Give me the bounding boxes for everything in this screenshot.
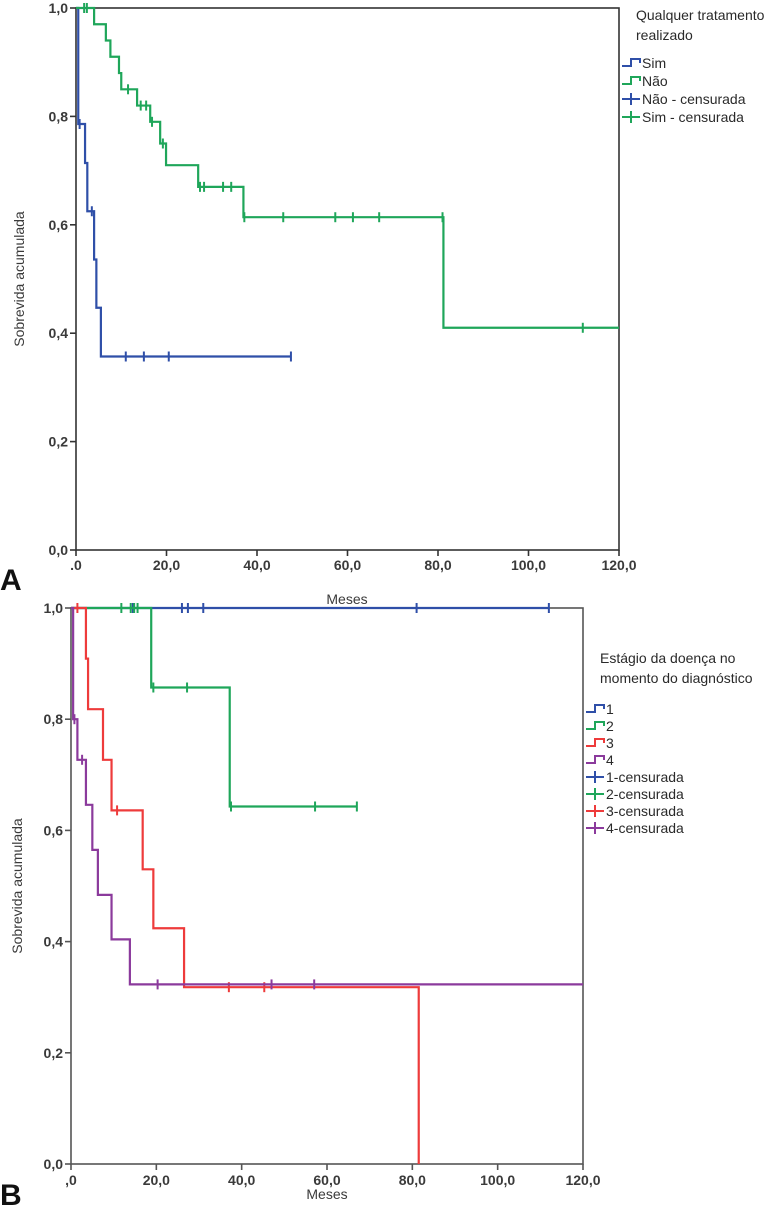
y-tick-label: 0,2: [44, 1045, 64, 1061]
survival-curve-n-o: [76, 6, 619, 329]
legend-title: Qualquer tratamento: [636, 7, 765, 23]
y-tick-label: 0,8: [49, 108, 69, 124]
chart-a: 0,0 0,2 0,4 0,6 0,8 1,0 .0 20,0 40,0 60,0 80,0 100…: [0, 0, 765, 607]
y-tick-label: 0,4: [44, 934, 64, 950]
legend-entry: 4-censurada: [606, 820, 684, 836]
legend-title: realizado: [636, 27, 693, 43]
survival-curve-3: [71, 606, 420, 1164]
x-tick-label: .0: [70, 557, 82, 573]
legend-entry: 3: [606, 735, 614, 751]
x-tick-label: 20,0: [153, 557, 180, 573]
chart-a-legend: Qualquer tratamento realizado Sim Não Não - …: [622, 7, 765, 125]
chart-a-xlabel: Meses: [326, 591, 367, 607]
legend-entry: Sim: [642, 55, 666, 71]
chart-b-series: [71, 603, 583, 1164]
chart-b-x-ticks: ,0 20,0 40,0 60,0 80,0 100,0 120,0: [65, 1164, 601, 1188]
y-tick-label: 0,6: [49, 217, 69, 233]
legend-step-icon: [622, 76, 641, 85]
y-tick-label: 0,4: [49, 325, 69, 341]
y-tick-label: 0,0: [49, 542, 69, 558]
chart-b-frame: [70, 607, 584, 1165]
legend-entry: Sim - censurada: [642, 109, 744, 125]
legend-title: momento do diagnóstico: [600, 670, 753, 686]
legend-entry: 3-censurada: [606, 803, 684, 819]
x-tick-label: 120,0: [565, 1172, 600, 1188]
chart-b: 0,0 0,2 0,4 0,6 0,8 1,0 ,0 20,0 40,0 60,0 80,0 100…: [0, 600, 753, 1207]
legend-entry: 2-censurada: [606, 786, 684, 802]
y-tick-label: 0,0: [44, 1156, 64, 1172]
x-tick-label: 60,0: [334, 557, 361, 573]
chart-b-xlabel: Meses: [306, 1186, 347, 1202]
chart-a-frame: [75, 7, 620, 551]
chart-a-ylabel: Sobrevida acumulada: [11, 211, 27, 347]
chart-a-x-ticks: .0 20,0 40,0 60,0 80,0 100,0 120,0: [70, 550, 637, 573]
legend-entry: Não: [642, 73, 668, 89]
chart-a-y-ticks: 0,0 0,2 0,4 0,6 0,8 1,0: [49, 0, 76, 558]
y-tick-label: 0,2: [49, 434, 69, 450]
legend-step-icon: [586, 738, 605, 747]
x-tick-label: ,0: [65, 1172, 77, 1188]
y-tick-label: 1,0: [44, 600, 64, 616]
chart-b-legend: Estágio da doença no momento do diagnósti…: [586, 650, 753, 836]
x-tick-label: 80,0: [424, 557, 451, 573]
x-tick-label: 80,0: [399, 1172, 426, 1188]
legend-entry: Não - censurada: [642, 91, 746, 107]
chart-b-ylabel: Sobrevida acumulada: [9, 818, 25, 954]
x-tick-label: 100,0: [511, 557, 546, 573]
y-tick-label: 1,0: [49, 0, 69, 16]
chart-b-panel-label: B: [0, 1179, 22, 1207]
chart-a-series: [76, 3, 619, 362]
survival-curve-2: [71, 606, 357, 808]
x-tick-label: 40,0: [243, 557, 270, 573]
y-tick-label: 0,8: [44, 711, 64, 727]
legend-entry: 1-censurada: [606, 769, 684, 785]
chart-b-y-ticks: 0,0 0,2 0,4 0,6 0,8 1,0: [44, 600, 71, 1172]
legend-step-icon: [586, 721, 605, 730]
legend-entry: 1: [606, 701, 614, 717]
x-tick-label: 40,0: [228, 1172, 255, 1188]
survival-curve-4: [71, 606, 583, 986]
x-tick-label: 20,0: [143, 1172, 170, 1188]
survival-curve-sim: [76, 6, 291, 358]
y-tick-label: 0,6: [44, 822, 64, 838]
chart-a-panel-label: A: [0, 564, 22, 597]
legend-entry: 4: [606, 752, 614, 768]
legend-step-icon: [586, 755, 605, 764]
legend-entry: 2: [606, 718, 614, 734]
legend-step-icon: [622, 58, 641, 67]
x-tick-label: 120,0: [601, 557, 636, 573]
x-tick-label: 60,0: [313, 1172, 340, 1188]
legend-step-icon: [586, 704, 605, 713]
x-tick-label: 100,0: [480, 1172, 515, 1188]
legend-title: Estágio da doença no: [600, 650, 736, 666]
